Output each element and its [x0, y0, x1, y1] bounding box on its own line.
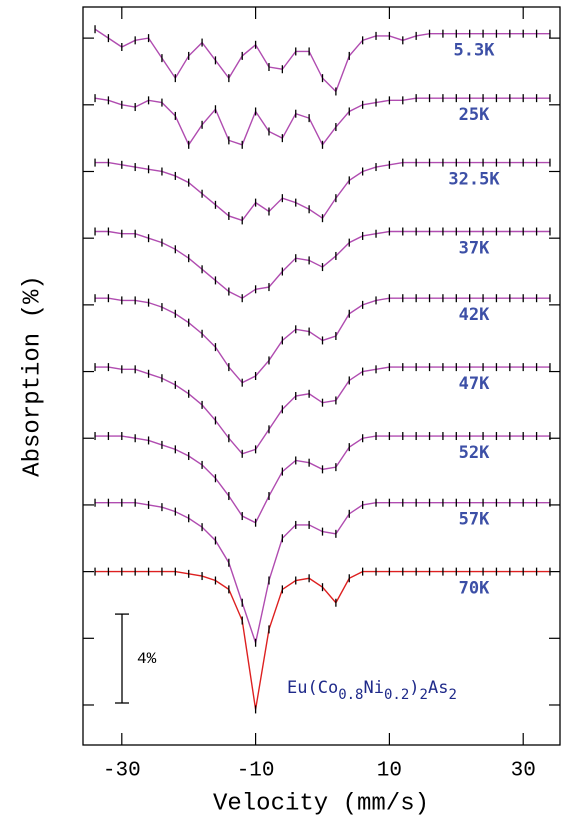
- y-axis-label: Absorption (%): [19, 275, 46, 477]
- formula-part: Ni: [363, 678, 383, 698]
- x-tick-label: -30: [103, 760, 141, 783]
- formula-part: ): [409, 678, 419, 698]
- x-tick-label: -10: [237, 760, 275, 783]
- formula: Eu(Co0.8Ni0.2)2As2: [287, 678, 457, 703]
- series-label: 25K: [459, 105, 490, 125]
- x-axis-label: Velocity (mm/s): [213, 790, 429, 817]
- series-label: 57K: [459, 510, 490, 530]
- formula-part: Eu(Co: [287, 678, 338, 698]
- series-label: 5.3K: [454, 41, 496, 61]
- series-label: 42K: [459, 305, 490, 325]
- formula-subscript: 2: [448, 687, 456, 703]
- series-label: 70K: [459, 579, 490, 599]
- formula-part: As: [428, 678, 448, 698]
- formula-subscript: 2: [420, 687, 428, 703]
- formula-subscript: 0.8: [338, 687, 363, 703]
- scale-bar-label: 4%: [137, 650, 157, 668]
- series-label: 52K: [459, 443, 490, 463]
- x-tick-label: 10: [377, 760, 402, 783]
- series-label: 32.5K: [448, 170, 500, 190]
- plot-frame: [82, 6, 561, 746]
- series-label: 47K: [459, 374, 490, 394]
- series-label: 37K: [459, 239, 490, 259]
- formula-subscript: 0.2: [384, 687, 409, 703]
- x-tick-label: 30: [511, 760, 536, 783]
